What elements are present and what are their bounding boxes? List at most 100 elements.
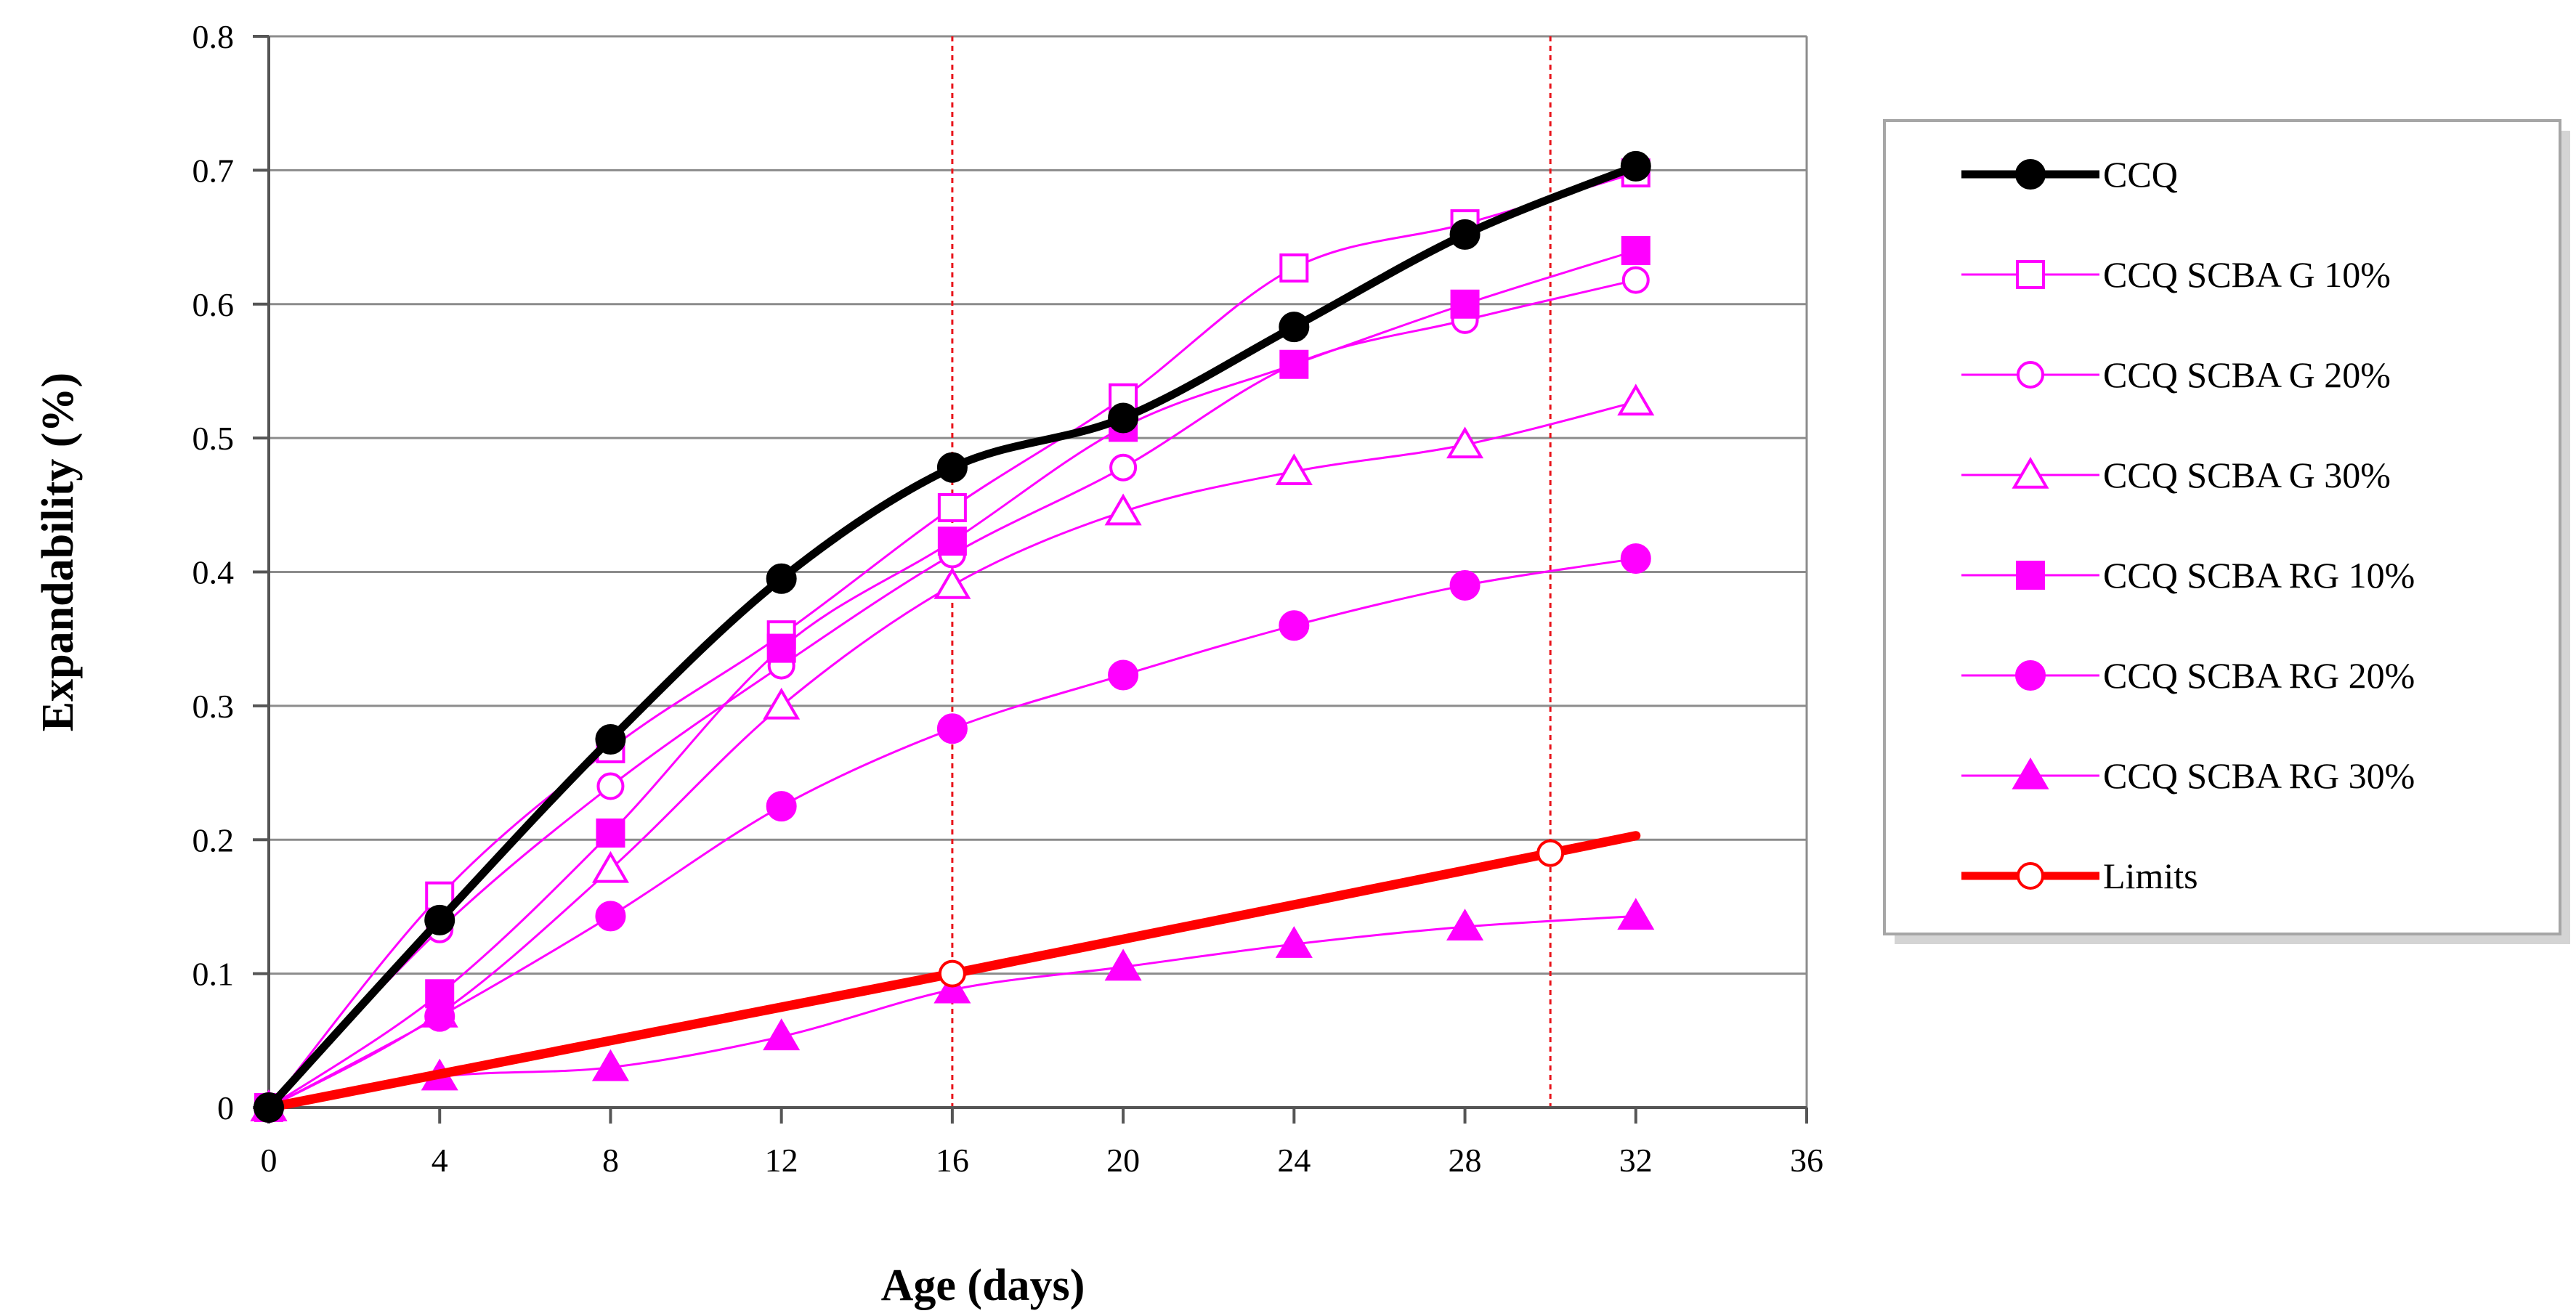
legend: CCQ CCQ SCBA G 10% CCQ SCBA G 20% CCQ SCBA … [1883, 119, 2570, 944]
legend-label: Limits [2103, 856, 2198, 896]
data-point [1104, 493, 1142, 526]
data-point [763, 1018, 801, 1051]
legend-label: CCQ SCBA RG 20% [2103, 655, 2415, 696]
y-tick-label: 0.6 [193, 286, 235, 323]
y-tick-label: 0.4 [193, 554, 235, 591]
data-point [933, 566, 971, 599]
data-point [766, 563, 797, 594]
data-point [1446, 426, 1484, 459]
data-point [1617, 898, 1655, 930]
data-point [424, 904, 455, 935]
data-point [595, 723, 626, 755]
data-point [1108, 402, 1139, 434]
legend-label: CCQ SCBA G 20% [2103, 354, 2391, 395]
series-line [267, 279, 1637, 1109]
y-tick-label: 0.3 [193, 688, 235, 725]
series-line [264, 831, 1641, 1113]
legend-marker [2015, 660, 2046, 691]
x-tick-label: 20 [1106, 1142, 1140, 1179]
data-point [1621, 236, 1650, 265]
data-point [936, 713, 968, 744]
axes [253, 35, 1808, 1124]
y-tick-label: 0.2 [193, 821, 235, 858]
legend-label: CCQ SCBA RG 30% [2103, 755, 2415, 796]
legend-marker [2016, 561, 2045, 590]
legend-item: CCQ [1961, 154, 2178, 195]
data-point [425, 881, 455, 911]
data-point [1108, 659, 1139, 691]
data-point [1450, 289, 1480, 319]
x-tick-label: 28 [1449, 1142, 1482, 1179]
series-line [268, 249, 1637, 1109]
legend-label: CCQ SCBA G 30% [2103, 455, 2391, 495]
legend-label: CCQ SCBA RG 10% [2103, 555, 2415, 596]
x-tick-label: 24 [1277, 1142, 1311, 1179]
y-tick-label: 0.5 [193, 420, 235, 457]
legend-marker [2017, 361, 2044, 389]
data-point [254, 1092, 284, 1123]
data-point [938, 959, 966, 988]
x-tick-label: 36 [1790, 1142, 1823, 1179]
data-point [1279, 312, 1310, 343]
tick-labels: 0 0.1 0.2 0.3 0.4 0.5 0.6 0.7 0.8 0 4 8 12 16 20 24 28 32… [193, 18, 1824, 1179]
data-point [1449, 219, 1481, 250]
legend-marker [2016, 260, 2045, 289]
legend-marker [2012, 457, 2049, 489]
legend-item: CCQ SCBA RG 20% [1961, 655, 2415, 696]
data-point [937, 527, 967, 556]
data-point [933, 971, 971, 1004]
legend-item: CCQ SCBA G 10% [1961, 254, 2391, 295]
y-tick-label: 0.7 [193, 152, 235, 189]
data-point [1617, 383, 1655, 416]
x-tick-label: 8 [602, 1142, 619, 1179]
data-point [591, 1049, 629, 1081]
legend-item: CCQ SCBA G 30% [1961, 455, 2391, 495]
data-point [424, 1001, 455, 1032]
data-point [596, 772, 625, 800]
data-point [766, 791, 797, 822]
data-point [1621, 266, 1650, 294]
data-point [1275, 926, 1313, 958]
data-point [1620, 150, 1651, 182]
data-point [936, 452, 968, 483]
data-point [1275, 453, 1313, 486]
data-point [1446, 909, 1484, 941]
x-tick-label: 0 [261, 1142, 278, 1179]
data-point [591, 850, 629, 883]
data-point [937, 493, 967, 522]
x-tick-label: 4 [432, 1142, 448, 1179]
data-point [1620, 543, 1651, 574]
x-tick-label: 32 [1619, 1142, 1653, 1179]
data-point [1279, 349, 1309, 379]
data-point [1279, 610, 1310, 641]
legend-item: Limits [1961, 856, 2198, 896]
y-tick-label: 0.8 [193, 18, 235, 55]
legend-marker [2017, 862, 2044, 890]
data-point [1536, 839, 1565, 867]
data-point [1104, 949, 1142, 981]
legend-item: CCQ SCBA RG 30% [1961, 755, 2415, 796]
legend-item: CCQ SCBA RG 10% [1961, 555, 2415, 596]
series-limits [255, 831, 1641, 1121]
x-tick-label: 16 [936, 1142, 969, 1179]
data-point [1449, 569, 1481, 601]
series-line [267, 171, 1637, 1108]
data-point [1279, 253, 1309, 283]
legend-marker [2012, 757, 2049, 789]
data-point [596, 819, 625, 848]
y-tick-label: 0.1 [193, 956, 235, 993]
legend-label: CCQ [2103, 154, 2178, 195]
legend-marker [2015, 159, 2046, 190]
series-line [268, 400, 1637, 1109]
data-point [1109, 453, 1138, 482]
series-group [250, 150, 1655, 1123]
data-point [595, 901, 626, 932]
legend-label: CCQ SCBA G 10% [2103, 254, 2391, 295]
data-point [763, 687, 801, 720]
y-tick-label: 0 [217, 1089, 234, 1126]
data-point [766, 633, 796, 663]
x-tick-label: 12 [765, 1142, 798, 1179]
series-line [265, 162, 1637, 1110]
legend-box [1883, 119, 2561, 935]
